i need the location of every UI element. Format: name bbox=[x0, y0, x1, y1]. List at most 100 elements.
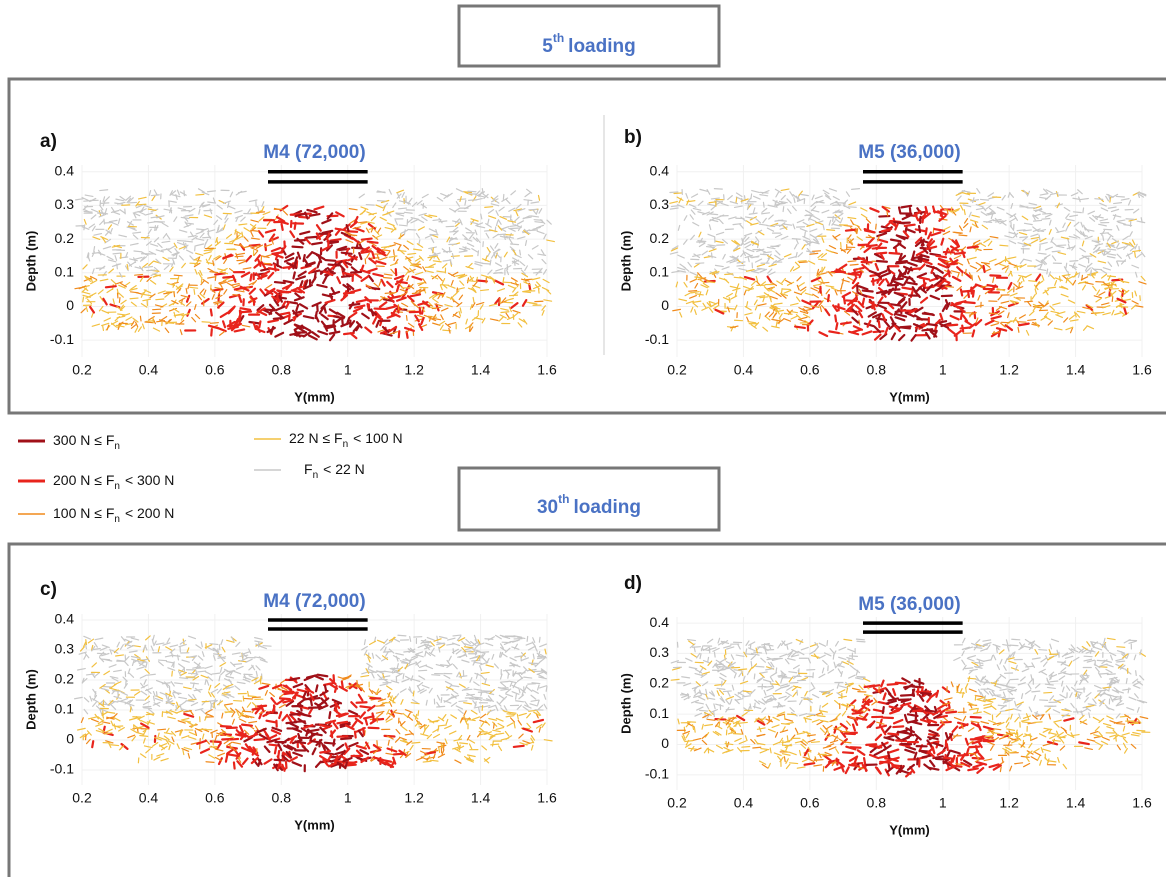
force-chain bbox=[226, 639, 235, 643]
force-chain bbox=[974, 318, 983, 327]
force-chain bbox=[364, 741, 371, 750]
force-chain bbox=[98, 700, 104, 706]
force-chain bbox=[193, 661, 200, 667]
force-chain bbox=[187, 698, 197, 701]
force-chain bbox=[437, 753, 446, 758]
force-chain bbox=[797, 252, 804, 258]
force-chain bbox=[204, 714, 208, 721]
force-chain bbox=[93, 694, 98, 701]
force-chain bbox=[154, 304, 164, 308]
force-chain bbox=[130, 323, 137, 329]
force-chain bbox=[941, 304, 948, 313]
force-chain bbox=[201, 651, 205, 658]
force-chain bbox=[77, 727, 86, 731]
force-chain bbox=[509, 224, 519, 228]
force-chain bbox=[459, 653, 467, 659]
force-chain bbox=[348, 302, 361, 307]
force-chain bbox=[957, 305, 966, 313]
force-chain bbox=[883, 309, 894, 316]
force-chain bbox=[901, 286, 914, 291]
force-chain bbox=[302, 690, 308, 699]
force-chain bbox=[893, 324, 902, 333]
force-chain bbox=[132, 234, 139, 240]
force-chain bbox=[432, 260, 442, 263]
force-chain bbox=[779, 653, 788, 658]
force-chain bbox=[110, 279, 117, 285]
force-chain bbox=[215, 742, 222, 750]
force-chain bbox=[1063, 266, 1068, 272]
force-chain bbox=[441, 263, 448, 269]
force-chain bbox=[187, 235, 197, 238]
force-chain bbox=[839, 321, 852, 325]
force-chain bbox=[352, 306, 364, 313]
force-chain bbox=[820, 281, 830, 284]
force-chain bbox=[733, 672, 737, 679]
force-chain bbox=[387, 692, 392, 699]
force-chain bbox=[428, 263, 436, 268]
force-chain bbox=[800, 193, 809, 197]
force-chain bbox=[397, 207, 408, 210]
force-chain bbox=[512, 663, 521, 668]
force-chain bbox=[733, 669, 743, 672]
force-chain bbox=[235, 751, 242, 760]
force-chain bbox=[857, 225, 862, 231]
force-chain bbox=[546, 239, 555, 243]
force-chain bbox=[1113, 214, 1117, 220]
force-chain bbox=[89, 305, 96, 314]
force-chain bbox=[1098, 291, 1106, 296]
force-chain bbox=[205, 761, 215, 763]
force-chain bbox=[245, 658, 253, 663]
force-chain bbox=[189, 231, 194, 238]
force-chain bbox=[470, 709, 478, 715]
force-chain bbox=[232, 322, 243, 329]
force-chain bbox=[969, 219, 979, 223]
force-chain bbox=[1007, 281, 1013, 290]
force-chain bbox=[922, 259, 933, 266]
force-chain bbox=[164, 327, 170, 334]
force-chain bbox=[447, 285, 456, 289]
force-chain bbox=[971, 274, 973, 281]
force-chain bbox=[243, 697, 253, 700]
y-tick-label: 0 bbox=[66, 731, 74, 747]
force-chain bbox=[980, 211, 988, 216]
force-chain bbox=[711, 271, 720, 275]
force-chain bbox=[1006, 288, 1013, 294]
force-chain bbox=[1018, 645, 1026, 651]
force-chain bbox=[386, 685, 393, 691]
force-chain bbox=[795, 238, 799, 245]
force-chain bbox=[345, 239, 354, 243]
force-chain bbox=[962, 664, 967, 671]
force-chain bbox=[168, 301, 176, 307]
force-chain bbox=[766, 227, 775, 232]
force-chain bbox=[252, 279, 258, 286]
force-chain bbox=[469, 221, 479, 225]
force-chain bbox=[975, 203, 984, 208]
force-chain bbox=[191, 655, 197, 661]
force-chain bbox=[295, 303, 300, 312]
force-chain bbox=[258, 684, 270, 690]
force-chain bbox=[280, 686, 288, 691]
force-chain bbox=[403, 266, 410, 272]
force-chain bbox=[392, 637, 401, 643]
force-chain bbox=[353, 215, 359, 224]
force-chain bbox=[980, 261, 990, 265]
force-chain bbox=[153, 189, 158, 196]
force-chain bbox=[408, 730, 414, 736]
force-chain bbox=[439, 284, 443, 291]
force-chain bbox=[800, 286, 807, 292]
force-chain bbox=[768, 271, 776, 276]
force-chain bbox=[113, 647, 120, 654]
x-tick-label: 0.4 bbox=[734, 795, 754, 811]
force-chain bbox=[1036, 280, 1044, 286]
force-chain bbox=[248, 675, 257, 679]
force-chain bbox=[1019, 258, 1025, 265]
force-chain bbox=[1128, 218, 1138, 222]
force-chain bbox=[395, 213, 405, 217]
force-chain bbox=[424, 645, 433, 650]
force-chain bbox=[813, 764, 823, 767]
force-chain bbox=[820, 276, 824, 283]
force-chain bbox=[311, 331, 320, 338]
force-chain bbox=[1124, 747, 1128, 754]
force-chain bbox=[950, 301, 960, 309]
force-chain bbox=[398, 736, 407, 741]
